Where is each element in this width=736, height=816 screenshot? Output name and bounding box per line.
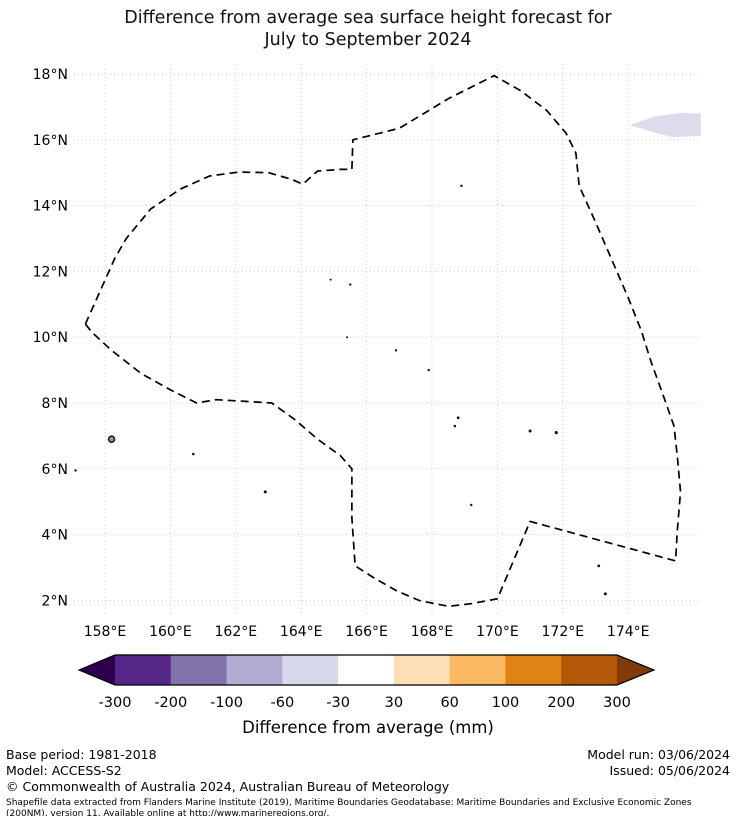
- colorbar-plot: -300 -200 -100 -60 -30 30 60 100 200 300: [77, 654, 656, 711]
- island-marker: [349, 283, 352, 286]
- colorbar-segment: [226, 655, 283, 685]
- colorbar-segment: [115, 655, 172, 685]
- island-marker: [456, 416, 460, 420]
- model-run-text: Model run: 03/06/2024: [587, 747, 730, 762]
- colorbar-outline: [77, 654, 656, 686]
- island-marker: [191, 452, 195, 456]
- y-tick-label: 14°N: [33, 199, 68, 215]
- island-marker: [427, 368, 430, 372]
- island-marker: [329, 278, 332, 281]
- y-tick-label: 4°N: [42, 528, 68, 544]
- island-marker: [107, 435, 116, 443]
- colorbar-over-arrow: [617, 655, 654, 685]
- colorbar-tick-label: 30: [385, 695, 403, 711]
- colorbar-segment: [282, 655, 339, 685]
- colorbar-tick-label: -30: [326, 695, 350, 711]
- island-marker: [394, 349, 398, 352]
- colorbar-tick-label: -200: [154, 695, 187, 711]
- x-tick-label: 162°E: [215, 624, 258, 640]
- gridlines: [73, 64, 701, 616]
- island-marker: [597, 564, 601, 568]
- colorbar-tick-label: -60: [270, 695, 294, 711]
- shaded-anomaly-region: [629, 112, 701, 138]
- shapefile-attribution-text: Shapefile data extracted from Flanders M…: [6, 798, 692, 816]
- model-text: Model: ACCESS-S2: [6, 763, 122, 778]
- colorbar: -300 -200 -100 -60 -30 30 60 100 200 300 Differen…: [0, 652, 736, 737]
- colorbar-segment: [393, 655, 451, 685]
- island-marker: [453, 424, 457, 428]
- island-marker: [460, 184, 463, 188]
- x-tick-label: 168°E: [411, 624, 454, 640]
- colorbar-segment: [338, 655, 395, 685]
- island-marker: [554, 431, 558, 435]
- map-plot: 158°E 160°E 162°E 164°E 166°E 168°E 170°E 172°E…: [33, 64, 701, 640]
- colorbar-segment: [505, 655, 562, 685]
- colorbar-tick-label: -100: [210, 695, 243, 711]
- chart-title: Difference from average sea surface heig…: [0, 0, 736, 52]
- map-area: 158°E 160°E 162°E 164°E 166°E 168°E 170°E 172°E…: [0, 52, 736, 644]
- x-tick-label: 174°E: [607, 624, 650, 640]
- island-marker: [263, 490, 267, 494]
- y-tick-label: 10°N: [33, 330, 68, 346]
- issued-text: Issued: 05/06/2024: [609, 763, 731, 778]
- colorbar-segment: [561, 655, 618, 685]
- x-tick-label: 160°E: [149, 624, 192, 640]
- island-marker: [603, 592, 607, 596]
- y-tick-label: 16°N: [33, 133, 68, 149]
- colorbar-label: Difference from average (mm): [242, 718, 494, 737]
- y-tick-label: 6°N: [42, 462, 68, 478]
- footer: Base period: 1981-2018 Model run: 03/06/…: [0, 747, 736, 816]
- base-period-text: Base period: 1981-2018: [6, 747, 157, 762]
- x-tick-label: 158°E: [84, 624, 127, 640]
- island-marker: [345, 336, 348, 339]
- x-tick-label: 164°E: [280, 624, 323, 640]
- x-tick-label: 166°E: [345, 624, 388, 640]
- colorbar-tick-label: 60: [440, 695, 458, 711]
- eez-boundary: [84, 74, 682, 608]
- colorbar-tick-label: 200: [547, 695, 575, 711]
- island-marker: [74, 469, 77, 472]
- colorbar-segment: [449, 655, 506, 685]
- island-marker: [470, 503, 473, 507]
- x-tick-label: 172°E: [542, 624, 585, 640]
- y-tick-label: 18°N: [33, 67, 68, 83]
- copyright-text: © Commonwealth of Australia 2024, Austra…: [6, 779, 450, 794]
- y-tick-label: 12°N: [33, 264, 68, 280]
- colorbar-under-arrow: [79, 655, 115, 685]
- colorbar-segment: [170, 655, 228, 685]
- chart-title-line1: Difference from average sea surface heig…: [124, 8, 612, 28]
- y-tick-label: 8°N: [42, 396, 68, 412]
- colorbar-tick-label: 100: [492, 695, 520, 711]
- colorbar-tick-label: 300: [603, 695, 631, 711]
- x-tick-label: 170°E: [476, 624, 519, 640]
- chart-title-line2: July to September 2024: [264, 30, 472, 50]
- y-tick-label: 2°N: [42, 593, 68, 609]
- island-marker: [528, 429, 532, 433]
- colorbar-tick-label: -300: [99, 695, 132, 711]
